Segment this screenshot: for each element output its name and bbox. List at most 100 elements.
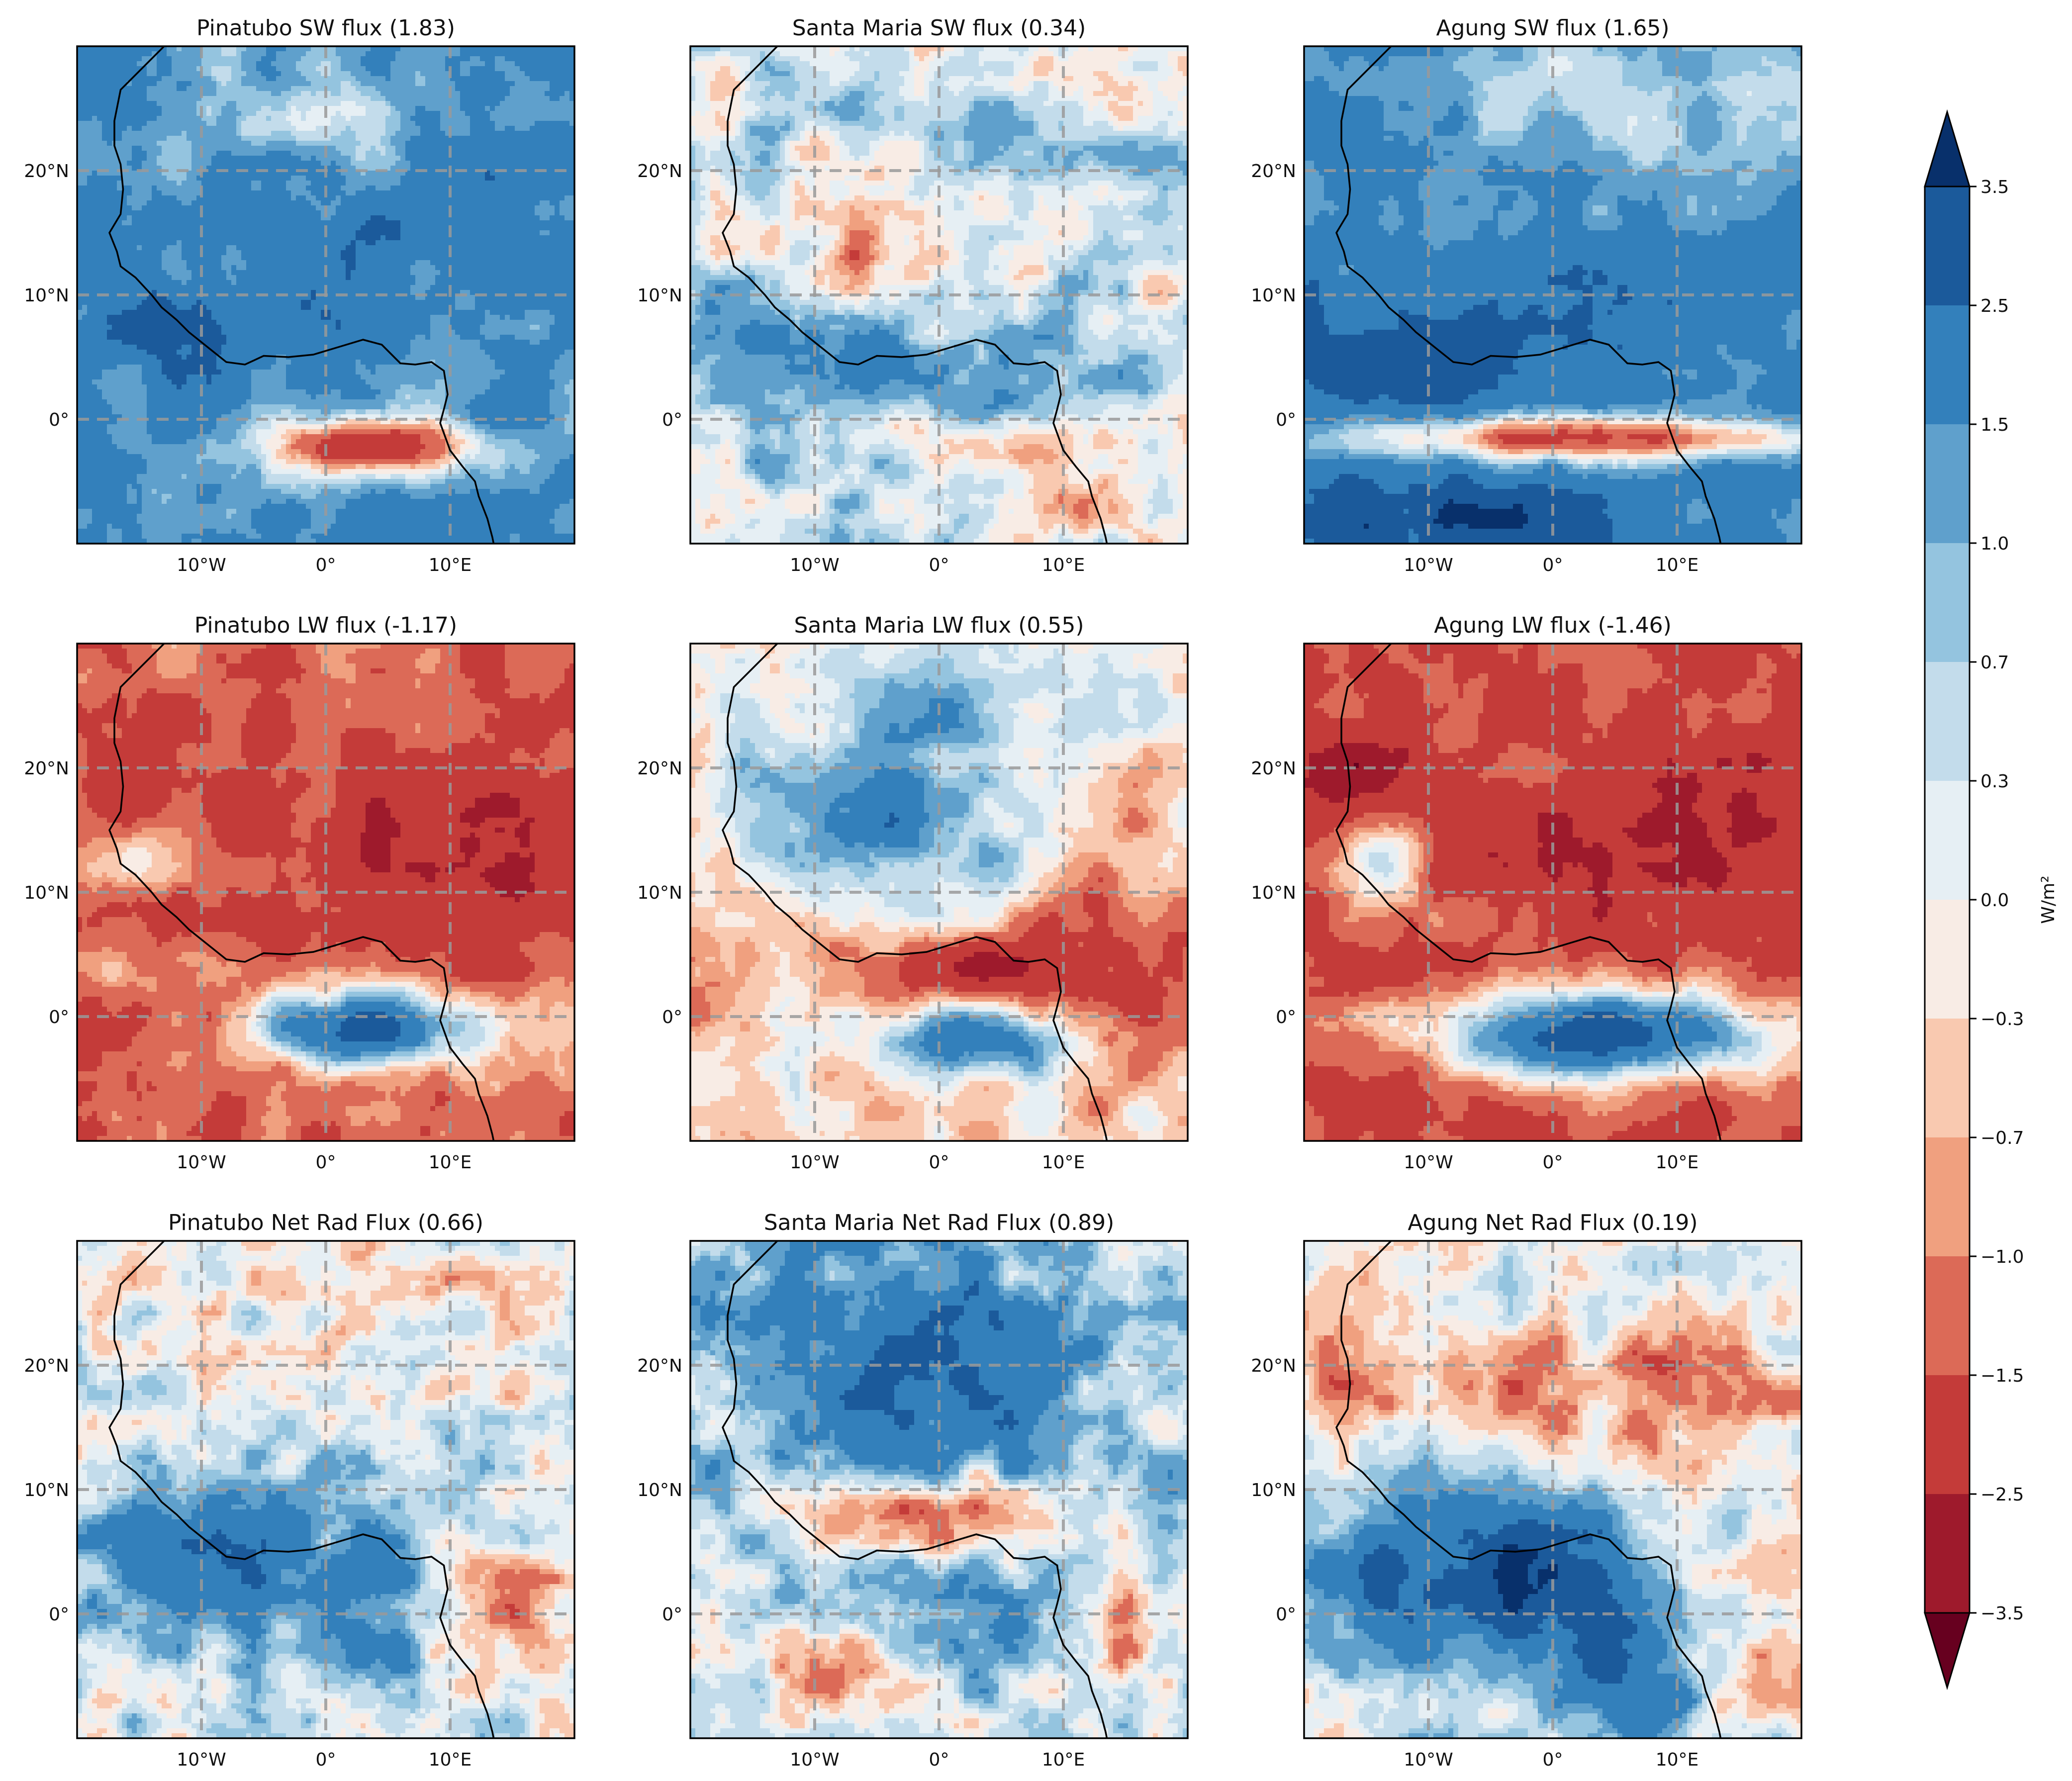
panel-frame (1303, 45, 1802, 545)
lat-tick-label: 20°N (637, 758, 682, 779)
map-panel: Santa Maria LW flux (0.55) 20°N 10°N 0° 10°W… (637, 613, 1189, 1173)
coastline (108, 46, 495, 544)
map-panel: Santa Maria Net Rad Flux (0.89) 20°N 10°N 0… (637, 1210, 1189, 1770)
panel-title: Pinatubo LW flux (-1.17) (194, 613, 457, 638)
colorbar-tick-label: 0.7 (1980, 653, 2009, 673)
lon-tick-label: 10°E (1042, 555, 1085, 575)
lat-tick-label: 20°N (1251, 1356, 1296, 1376)
colorbar-tick-label: −2.5 (1980, 1485, 2024, 1505)
panel-title: Santa Maria SW flux (0.34) (792, 15, 1086, 41)
panel-title: Agung LW flux (-1.46) (1434, 613, 1672, 638)
gridlines (77, 46, 574, 544)
gridlines (690, 1241, 1188, 1738)
panel-title: Pinatubo SW flux (1.83) (196, 15, 455, 41)
lat-tick-label: 10°N (1251, 1480, 1296, 1500)
lat-tick-label: 10°N (24, 1480, 69, 1500)
lon-tick-label: 0° (316, 1152, 336, 1173)
lon-tick-label: 10°W (790, 1750, 839, 1770)
panel-frame (76, 45, 575, 545)
panel-frame (1303, 1240, 1802, 1739)
contour-field (1304, 46, 1801, 544)
lat-tick-label: 20°N (637, 161, 682, 182)
contour-field (77, 46, 574, 544)
gridlines (1304, 46, 1801, 544)
colorbar-bin (1925, 781, 1970, 900)
lat-tick-label: 10°N (637, 1480, 682, 1500)
lon-tick-label: 10°E (429, 1152, 472, 1173)
lon-tick-label: 0° (316, 555, 336, 575)
lon-tick-label: 10°E (429, 1750, 472, 1770)
contour-field (77, 644, 574, 1141)
coastline (1335, 1241, 1722, 1738)
lon-tick-label: 0° (1543, 555, 1563, 575)
lon-tick-label: 10°E (1656, 1750, 1699, 1770)
colorbar-tick-label: −1.5 (1980, 1366, 2024, 1386)
contour-field (77, 1241, 574, 1738)
lon-tick-label: 0° (316, 1750, 336, 1770)
lon-tick-label: 10°W (1404, 1750, 1453, 1770)
lon-tick-label: 10°E (1042, 1750, 1085, 1770)
coastline (108, 1241, 495, 1738)
lon-tick-label: 0° (929, 1152, 949, 1173)
colorbar-tick-label: 3.5 (1980, 177, 2009, 197)
colorbar-bin (1925, 1256, 1970, 1376)
coastline (1335, 46, 1722, 544)
map-panel: Agung LW flux (-1.46) 20°N 10°N 0° 10°W 0° 10°… (1251, 613, 1802, 1173)
lat-tick-label: 20°N (24, 758, 69, 779)
gridlines (77, 644, 574, 1141)
lat-tick-label: 10°N (1251, 285, 1296, 306)
gridlines (77, 1241, 574, 1738)
colorbar-extend-max (1923, 109, 1971, 187)
lon-tick-label: 0° (929, 1750, 949, 1770)
colorbar-bin (1925, 1137, 1970, 1257)
lat-tick-label: 0° (662, 1604, 682, 1625)
coastline (722, 1241, 1108, 1738)
colorbar-label: W/m² (2038, 875, 2059, 924)
map-panel: Pinatubo Net Rad Flux (0.66) 20°N 10°N 0° 10… (24, 1210, 575, 1770)
lat-tick-label: 0° (1276, 410, 1296, 430)
panel-title: Santa Maria LW flux (0.55) (794, 613, 1084, 638)
gridlines (690, 46, 1188, 544)
lat-tick-label: 20°N (24, 161, 69, 182)
colorbar-bin (1925, 662, 1970, 781)
colorbar-extend-min (1923, 1612, 1971, 1690)
panel-frame (1303, 643, 1802, 1142)
coastline (722, 644, 1108, 1141)
panel-frame (689, 643, 1189, 1142)
lat-tick-label: 0° (662, 1007, 682, 1028)
lat-tick-label: 0° (1276, 1007, 1296, 1028)
panel-title: Pinatubo Net Rad Flux (0.66) (168, 1210, 483, 1235)
colorbar-bin (1925, 187, 1970, 306)
colorbar-tick-label: 2.5 (1980, 296, 2009, 316)
panel-frame (76, 1240, 575, 1739)
coastline (1335, 644, 1722, 1141)
lat-tick-label: 20°N (1251, 161, 1296, 182)
lat-tick-label: 0° (49, 1604, 69, 1625)
panel-title: Santa Maria Net Rad Flux (0.89) (764, 1210, 1115, 1235)
panel-title: Agung SW flux (1.65) (1436, 15, 1669, 41)
colorbar-bin (1925, 1019, 1970, 1138)
colorbar-tick-label: −0.3 (1980, 1009, 2024, 1030)
map-panel: Agung SW flux (1.65) 20°N 10°N 0° 10°W 0° 10°E (1251, 15, 1802, 575)
lon-tick-label: 10°W (790, 555, 839, 575)
lon-tick-label: 10°W (177, 1750, 226, 1770)
lat-tick-label: 0° (49, 410, 69, 430)
lon-tick-label: 10°E (429, 555, 472, 575)
lat-tick-label: 0° (49, 1007, 69, 1028)
colorbar-bin (1925, 424, 1970, 544)
coastline (722, 46, 1108, 544)
colorbar-tick-label: 0.3 (1980, 771, 2009, 792)
gridlines (1304, 1241, 1801, 1738)
lat-tick-label: 0° (1276, 1604, 1296, 1625)
lon-tick-label: 0° (1543, 1750, 1563, 1770)
lat-tick-label: 10°N (24, 285, 69, 306)
lat-tick-label: 10°N (1251, 883, 1296, 903)
lat-tick-label: 20°N (1251, 758, 1296, 779)
lon-tick-label: 10°W (1404, 1152, 1453, 1173)
lat-tick-label: 20°N (24, 1356, 69, 1376)
lon-tick-label: 10°W (177, 1152, 226, 1173)
lon-tick-label: 0° (1543, 1152, 1563, 1173)
colorbar-tick-label: −0.7 (1980, 1128, 2024, 1148)
contour-field (1304, 644, 1801, 1141)
